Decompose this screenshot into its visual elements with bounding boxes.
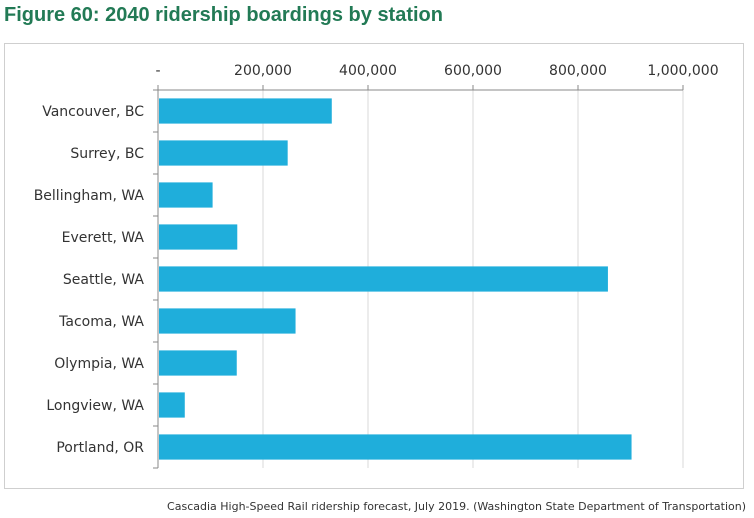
x-tick-label: - (155, 63, 160, 79)
y-tick-label: Bellingham, WA (34, 188, 145, 204)
bar (159, 182, 213, 208)
x-tick-label: 800,000 (549, 63, 607, 79)
x-tick-label: 200,000 (234, 63, 292, 79)
chart-title: Figure 60: 2040 ridership boardings by s… (4, 4, 443, 26)
x-tick-label: 600,000 (444, 63, 502, 79)
bar (159, 434, 632, 460)
y-tick-label: Olympia, WA (54, 356, 144, 372)
y-tick-label: Longview, WA (46, 398, 144, 414)
x-tick-label: 400,000 (339, 63, 397, 79)
bar (159, 308, 296, 334)
chart-frame (4, 43, 744, 489)
x-tick-label: 1,000,000 (647, 63, 718, 79)
y-tick-label: Vancouver, BC (42, 104, 144, 120)
bar (159, 224, 238, 250)
y-tick-label: Surrey, BC (70, 146, 144, 162)
bar (159, 392, 185, 418)
y-tick-label: Tacoma, WA (58, 314, 144, 330)
bar (159, 266, 608, 292)
bar (159, 140, 288, 166)
y-tick-label: Seattle, WA (63, 272, 145, 288)
y-tick-label: Everett, WA (62, 230, 145, 246)
y-tick-label: Portland, OR (56, 440, 144, 456)
bar (159, 98, 332, 124)
chart-caption: Cascadia High-Speed Rail ridership forec… (167, 500, 746, 513)
bar (159, 350, 237, 376)
